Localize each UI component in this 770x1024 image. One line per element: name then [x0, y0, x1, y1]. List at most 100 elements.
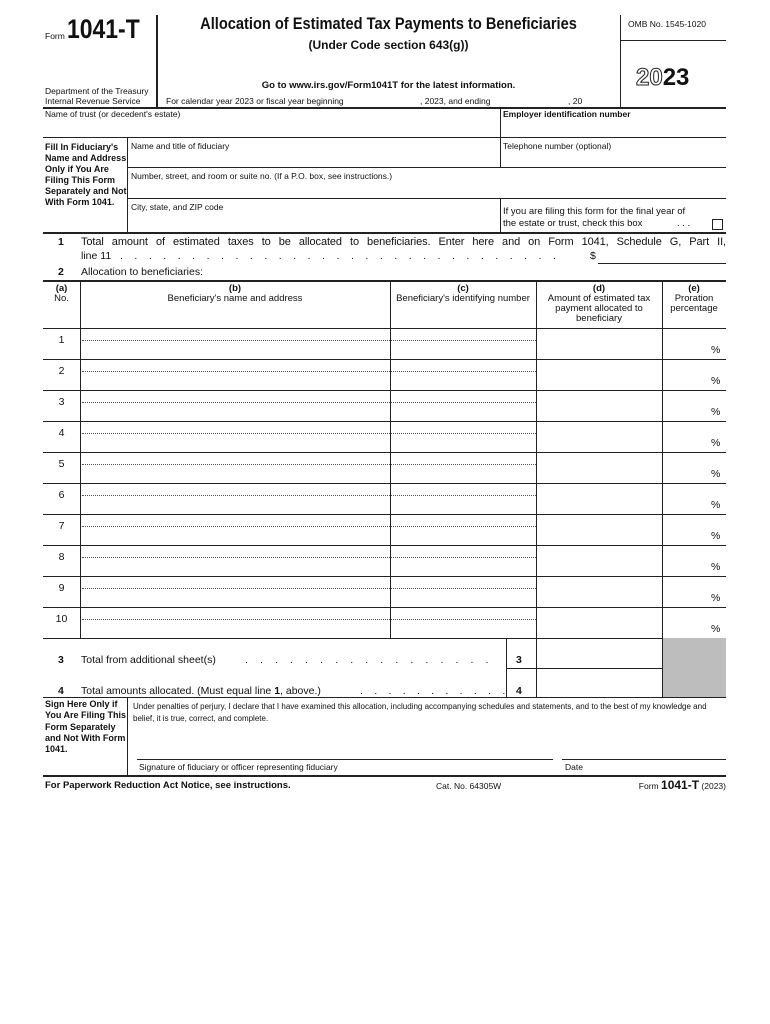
line2-text: Allocation to beneficiaries: [81, 266, 203, 278]
percent-sign: % [711, 561, 721, 573]
ein-field[interactable]: Employer identification number [503, 109, 631, 119]
row-number: 10 [55, 613, 68, 625]
line4-amount-input[interactable] [536, 669, 662, 697]
signature-label: Signature of fiduciary or officer repres… [139, 762, 338, 772]
calendar-year-label: For calendar year 2023 or fiscal year be… [166, 96, 344, 106]
line4-box-label: 4 [516, 685, 522, 697]
city-field[interactable]: City, state, and ZIP code [131, 202, 224, 212]
date-input[interactable] [562, 759, 726, 760]
tax-year-outline: 20 [636, 64, 664, 92]
leader-dots: . . . . . . . . . . . . . . . . . [245, 654, 494, 666]
final-year-label-2: the estate or trust, check this box [503, 218, 643, 229]
telephone-field[interactable]: Telephone number (optional) [503, 141, 612, 151]
line4-number: 4 [58, 685, 64, 697]
line4-text-c: , above.) [280, 685, 321, 697]
footer-form-number: 1041-T [661, 778, 700, 792]
percent-sign: % [711, 623, 721, 635]
percent-sign: % [711, 375, 721, 387]
beneficiary-name-input[interactable] [81, 329, 389, 358]
line3-number: 3 [58, 654, 64, 666]
shaded-cell [663, 638, 726, 697]
irs-label: Internal Revenue Service [45, 96, 141, 106]
amount-input[interactable] [537, 608, 661, 637]
column-label: No. [54, 293, 69, 304]
leader-dots: . . . . . . . . . . . [360, 685, 510, 697]
identifying-number-input[interactable] [391, 422, 535, 451]
footer-form-label: Form [638, 781, 659, 791]
amount-input[interactable] [537, 422, 661, 451]
final-year-checkbox[interactable] [712, 219, 723, 230]
row-number: 5 [58, 458, 65, 470]
percent-sign: % [711, 406, 721, 418]
column-letter: (d) [592, 283, 606, 294]
amount-input[interactable] [537, 329, 661, 358]
dept-label: Department of the Treasury [45, 86, 149, 96]
identifying-number-input[interactable] [391, 546, 535, 575]
identifying-number-input[interactable] [391, 329, 535, 358]
form-title: Allocation of Estimated Tax Payments to … [200, 14, 577, 33]
column-header-proration: (e) Proration percentage [662, 284, 726, 314]
identifying-number-input[interactable] [391, 453, 535, 482]
identifying-number-input[interactable] [391, 360, 535, 389]
beneficiary-name-input[interactable] [81, 546, 389, 575]
fiduciary-name-field[interactable]: Name and title of fiduciary [131, 141, 230, 151]
percent-sign: % [711, 499, 721, 511]
column-letter: (e) [688, 283, 700, 294]
line1-amount-input[interactable] [598, 263, 726, 264]
column-header-name-address: (b) Beneficiary's name and address [80, 284, 390, 304]
street-field[interactable]: Number, street, and room or suite no. (I… [131, 171, 393, 181]
footer-year: (2023) [701, 781, 726, 791]
identifying-number-input[interactable] [391, 484, 535, 513]
row-number: 1 [58, 334, 65, 346]
beneficiary-name-input[interactable] [81, 422, 389, 451]
amount-input[interactable] [537, 391, 661, 420]
line4-text-b: 1 [274, 685, 281, 697]
line1-number: 1 [58, 236, 64, 248]
line3-box-label: 3 [516, 654, 522, 666]
amount-input[interactable] [537, 453, 661, 482]
perjury-declaration: Under penalties of perjury, I declare th… [133, 702, 707, 723]
tax-year-bold: 23 [662, 64, 690, 91]
line1-text-2: line 11 [81, 250, 112, 262]
amount-input[interactable] [537, 360, 661, 389]
percent-sign: % [711, 344, 721, 356]
identifying-number-input[interactable] [391, 577, 535, 606]
fiduciary-side-label: Fill In Fiduciary's Name and Address Onl… [45, 142, 127, 207]
column-label: Amount of estimated tax payment allocate… [547, 293, 651, 324]
form-number: 1041-T [67, 14, 140, 44]
amount-input[interactable] [537, 484, 661, 513]
column-label: Proration percentage [670, 293, 718, 314]
column-header-amount: (d) Amount of estimated tax payment alloc… [536, 284, 662, 324]
beneficiary-name-input[interactable] [81, 360, 389, 389]
identifying-number-input[interactable] [391, 515, 535, 544]
amount-input[interactable] [537, 515, 661, 544]
beneficiary-name-input[interactable] [81, 577, 389, 606]
amount-input[interactable] [537, 546, 661, 575]
signature-input[interactable] [137, 759, 553, 760]
percent-sign: % [711, 468, 721, 480]
trust-name-field[interactable]: Name of trust (or decedent's estate) [45, 109, 181, 119]
column-letter: (a) [55, 283, 68, 294]
line3-amount-input[interactable] [536, 639, 662, 668]
column-letter: (c) [457, 283, 469, 294]
catalog-number: Cat. No. 64305W [436, 781, 502, 791]
percent-sign: % [711, 530, 721, 542]
column-label: Beneficiary's identifying number [396, 293, 530, 304]
beneficiary-name-input[interactable] [81, 391, 389, 420]
row-number: 8 [58, 551, 65, 563]
final-year-label: If you are filing this form for the fina… [503, 206, 686, 217]
beneficiary-name-input[interactable] [81, 484, 389, 513]
identifying-number-input[interactable] [391, 391, 535, 420]
column-letter: (b) [228, 283, 242, 294]
row-number: 6 [58, 489, 65, 501]
identifying-number-input[interactable] [391, 608, 535, 637]
beneficiary-name-input[interactable] [81, 515, 389, 544]
paperwork-notice: For Paperwork Reduction Act Notice, see … [45, 780, 291, 791]
beneficiary-name-input[interactable] [81, 453, 389, 482]
beneficiary-name-input[interactable] [81, 608, 389, 637]
column-header-no: (a) No. [43, 284, 80, 304]
row-number: 2 [58, 365, 65, 377]
amount-input[interactable] [537, 577, 661, 606]
irs-link[interactable]: Go to www.irs.gov/Form1041T for the late… [261, 80, 516, 91]
row-number: 7 [58, 520, 65, 532]
